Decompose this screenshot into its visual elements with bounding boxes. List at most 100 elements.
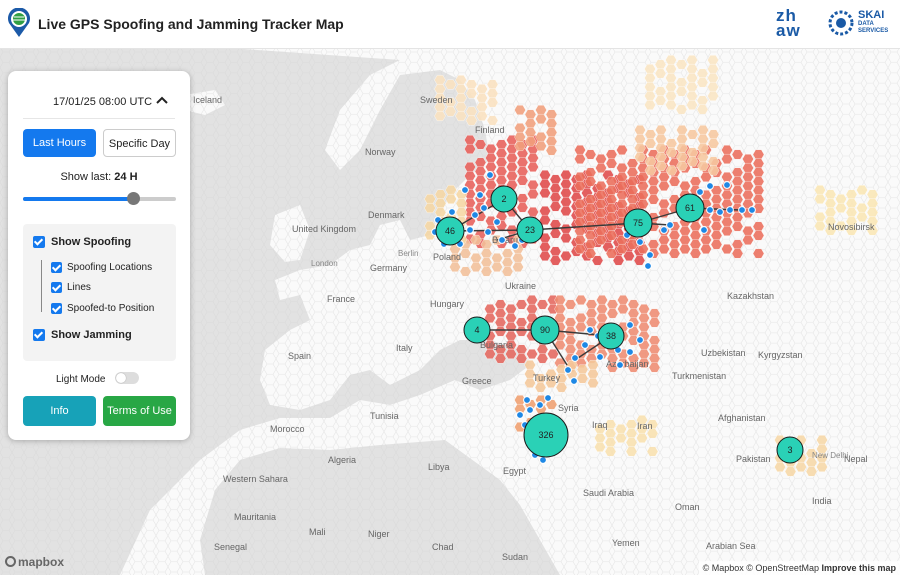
specific-day-button[interactable]: Specific Day (103, 129, 176, 157)
spoof-point[interactable] (523, 396, 531, 404)
hours-slider[interactable] (23, 192, 176, 205)
cluster-circle[interactable] (675, 193, 705, 223)
mapbox-logo[interactable]: mapbox (5, 555, 64, 569)
cluster-circle[interactable] (516, 216, 544, 244)
layer-options: Show Spoofing Spoofing Locations Lines S… (23, 224, 176, 361)
map-label: Ukraine (505, 281, 536, 291)
cluster-circle[interactable] (530, 315, 560, 345)
cluster-marker[interactable]: 61 (675, 193, 705, 223)
spoof-point[interactable] (723, 181, 731, 189)
spoof-point[interactable] (544, 394, 552, 402)
cluster-marker[interactable]: 23 (516, 216, 544, 244)
map-label: United Kingdom (292, 224, 356, 234)
spoof-point[interactable] (448, 208, 456, 216)
spoofed-to-position-checkbox[interactable] (51, 303, 62, 314)
spoof-point[interactable] (476, 191, 484, 199)
cluster-marker[interactable]: 326 (523, 412, 569, 458)
spoof-point[interactable] (461, 186, 469, 194)
last-hours-button[interactable]: Last Hours (23, 129, 96, 157)
spoof-point[interactable] (498, 236, 506, 244)
cluster-circle[interactable] (523, 412, 569, 458)
map-label: Greece (462, 376, 492, 386)
spoof-point[interactable] (466, 226, 474, 234)
spoof-point[interactable] (571, 354, 579, 362)
cluster-marker[interactable]: 38 (597, 322, 625, 350)
spoof-point[interactable] (486, 171, 494, 179)
spoof-point[interactable] (570, 377, 578, 385)
spoof-point[interactable] (696, 188, 704, 196)
cluster-marker[interactable]: 2 (490, 185, 518, 213)
spoof-point[interactable] (700, 226, 708, 234)
cluster-marker[interactable]: 46 (435, 216, 465, 246)
cluster-count: 3 (787, 445, 792, 455)
spoof-point[interactable] (493, 218, 501, 226)
spoof-point[interactable] (511, 242, 519, 250)
map-canvas[interactable]: Iceland Sweden Finland Norway Denmark United … (0, 48, 900, 575)
zhaw-logo: zh aw (776, 6, 801, 40)
spoof-point[interactable] (646, 251, 654, 259)
map-label: Arabian Sea (706, 541, 756, 551)
spoof-point[interactable] (716, 208, 724, 216)
spoof-point[interactable] (586, 326, 594, 334)
show-spoofing-checkbox[interactable] (33, 236, 45, 248)
spoof-point[interactable] (616, 361, 624, 369)
spoof-point[interactable] (738, 206, 746, 214)
show-jamming-checkbox[interactable] (33, 329, 45, 341)
map-label: Finland (475, 125, 505, 135)
spoof-point[interactable] (706, 206, 714, 214)
terms-of-use-button[interactable]: Terms of Use (103, 396, 176, 426)
spoof-point[interactable] (660, 226, 668, 234)
lines-checkbox[interactable] (51, 282, 62, 293)
map-label: Italy (396, 343, 413, 353)
chevron-up-icon[interactable] (156, 95, 168, 105)
spoof-point[interactable] (581, 341, 589, 349)
spoof-point[interactable] (536, 401, 544, 409)
mapbox-text: mapbox (18, 555, 65, 569)
spoof-point[interactable] (706, 182, 714, 190)
map-label: Kazakhstan (727, 291, 774, 301)
cluster-circle[interactable] (463, 316, 491, 344)
spoof-point[interactable] (471, 211, 479, 219)
spoof-point[interactable] (526, 406, 534, 414)
show-spoofing-label: Show Spoofing (51, 236, 132, 248)
spoof-point[interactable] (636, 336, 644, 344)
cluster-marker[interactable]: 3 (776, 436, 804, 464)
spoof-point[interactable] (636, 238, 644, 246)
skai-logo-text: SKAI DATA SERVICES (858, 10, 888, 35)
cluster-marker[interactable]: 4 (463, 316, 491, 344)
spoof-point[interactable] (626, 348, 634, 356)
spoof-point[interactable] (564, 366, 572, 374)
slider-thumb[interactable] (127, 192, 141, 205)
spoof-point[interactable] (480, 204, 488, 212)
datetime-display[interactable]: 17/01/25 08:00 UTC (53, 96, 153, 108)
map-label: Hungary (430, 299, 465, 309)
map-attribution: © Mapbox © OpenStreetMap Improve this ma… (698, 561, 900, 575)
spoof-point[interactable] (539, 456, 547, 464)
spoof-point[interactable] (596, 353, 604, 361)
cluster-circle[interactable] (597, 322, 625, 350)
spoofing-clusters[interactable]: 2 46 23 75 61 4 90 38 326 3 (435, 185, 804, 464)
cluster-marker[interactable]: 75 (623, 208, 653, 238)
cluster-marker[interactable]: 90 (530, 315, 560, 345)
spoof-point[interactable] (626, 321, 634, 329)
cluster-circle[interactable] (435, 216, 465, 246)
map-label: Libya (428, 462, 450, 472)
spoof-point[interactable] (516, 411, 524, 419)
attrib-mapbox-link[interactable]: © Mapbox (702, 563, 744, 573)
spoof-point[interactable] (666, 221, 674, 229)
map-svg[interactable]: Iceland Sweden Finland Norway Denmark United … (0, 48, 900, 575)
cluster-circle[interactable] (490, 185, 518, 213)
cluster-circle[interactable] (623, 208, 653, 238)
spoof-point[interactable] (726, 206, 734, 214)
spoof-point[interactable] (644, 262, 652, 270)
map-label: Spain (288, 351, 311, 361)
spoof-point[interactable] (484, 228, 492, 236)
light-mode-toggle[interactable] (115, 372, 139, 384)
skai-name: SKAI (858, 9, 885, 21)
spoof-point[interactable] (748, 206, 756, 214)
attrib-osm-link[interactable]: © OpenStreetMap (746, 563, 819, 573)
spoofing-locations-checkbox[interactable] (51, 262, 62, 273)
info-button[interactable]: Info (23, 396, 96, 426)
improve-map-link[interactable]: Improve this map (821, 563, 896, 573)
cluster-circle[interactable] (776, 436, 804, 464)
